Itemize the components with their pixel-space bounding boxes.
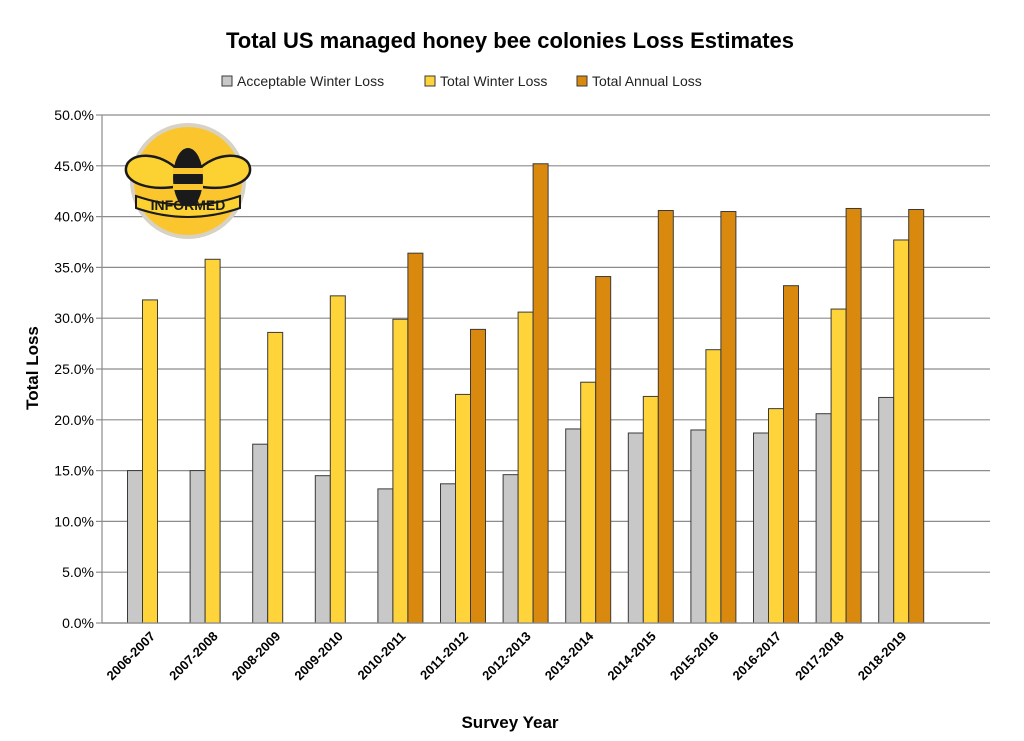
logo-bee-stripe [173,184,203,190]
bars [127,163,925,624]
y-tick-label: 15.0% [54,463,94,479]
x-axis-label: Survey Year [461,713,558,732]
bar-acceptable-winter-loss [502,474,519,624]
logo-text-informed: INFORMED [151,197,226,213]
axis-lines [101,115,990,624]
bar-total-annual-loss [532,163,549,624]
bar-total-annual-loss [595,276,612,624]
logo-bee-body [173,148,203,208]
bar-total-winter-loss [893,239,910,624]
bar-acceptable-winter-loss [440,483,456,624]
bar-total-winter-loss [517,311,534,624]
bar-acceptable-winter-loss [127,470,143,624]
logo-right-wing [194,154,252,190]
legend-swatch [576,75,588,87]
bar-total-annual-loss [783,285,799,624]
y-tick-label: 30.0% [54,310,94,326]
chart-title: Total US managed honey bee colonies Loss… [226,28,794,53]
legend-label: Total Winter Loss [440,73,547,89]
x-tick-label: 2009-2010 [291,629,346,684]
x-tick-label: 2010-2011 [354,629,408,683]
bar-acceptable-winter-loss [815,413,832,624]
legend-swatch [221,75,233,87]
x-tick-label: 2017-2018 [792,629,847,684]
bar-acceptable-winter-loss [189,470,206,624]
y-tick-label: 45.0% [54,158,94,174]
bar-total-winter-loss [705,349,722,624]
x-tick-label: 2014-2015 [604,629,659,684]
bar-total-winter-loss [580,381,597,624]
logo-left-wing [124,154,182,190]
y-tick-label: 40.0% [54,209,94,225]
x-tick-label: 2011-2012 [417,629,471,683]
legend-label: Total Annual Loss [592,73,702,89]
x-tick-label: 2006-2007 [104,629,159,684]
x-tick-label: 2018-2019 [855,629,910,684]
x-tick-label: 2007-2008 [166,629,221,684]
y-tick-label: 20.0% [54,412,94,428]
y-tick-label: 35.0% [54,259,94,275]
bar-total-winter-loss [642,395,659,624]
x-tick-label: 2008-2009 [229,629,284,684]
bar-total-annual-loss [657,210,674,624]
y-axis-ticks: 0.0% 5.0% 10.0% 15.0% 20.0% 25.0% 30.0% 35.0% 40… [54,107,102,631]
bar-total-annual-loss [720,211,737,624]
bar-total-annual-loss [845,207,862,624]
y-tick-label: 0.0% [62,615,94,631]
bar-total-winter-loss [830,308,847,624]
bar-acceptable-winter-loss [753,432,769,624]
x-tick-label: 2012-2013 [479,629,534,684]
x-axis-ticks: 2006-2007 2007-2008 2008-2009 2009-2010 2010… [104,628,910,683]
bar-acceptable-winter-loss [627,432,644,624]
logo-text-bee: BEE [176,172,201,186]
bar-total-winter-loss [329,295,346,624]
x-tick-label: 2015-2016 [667,629,722,684]
legend: Acceptable Winter Loss Total Winter Loss T… [221,73,702,89]
y-axis-label: Total Loss [23,326,42,410]
bar-total-winter-loss [392,318,409,624]
bar-acceptable-winter-loss [878,396,895,624]
bar-total-winter-loss [768,408,784,624]
bar-total-winter-loss [204,258,221,624]
logo-bee-stripe [173,168,203,174]
x-tick-label: 2013-2014 [542,628,597,683]
legend-label: Acceptable Winter Loss [237,73,384,89]
bar-total-winter-loss [142,299,158,624]
bar-total-winter-loss [267,331,284,624]
bar-total-annual-loss [407,252,424,624]
y-tick-label: 5.0% [62,564,94,580]
bar-acceptable-winter-loss [314,475,331,624]
legend-swatch [424,75,436,87]
y-tick-label: 10.0% [54,513,94,529]
logo-banner [135,194,241,218]
bar-total-winter-loss [455,393,471,624]
y-tick-label: 50.0% [54,107,94,123]
bar-total-annual-loss [470,328,486,624]
bar-acceptable-winter-loss [377,488,394,624]
bar-acceptable-winter-loss [252,443,269,624]
x-tick-label: 2016-2017 [730,629,785,684]
bar-total-annual-loss [908,208,925,624]
y-tick-label: 25.0% [54,361,94,377]
bar-acceptable-winter-loss [565,428,582,624]
bee-informed-logo: BEE INFORMED [124,123,252,239]
bar-acceptable-winter-loss [690,429,707,624]
